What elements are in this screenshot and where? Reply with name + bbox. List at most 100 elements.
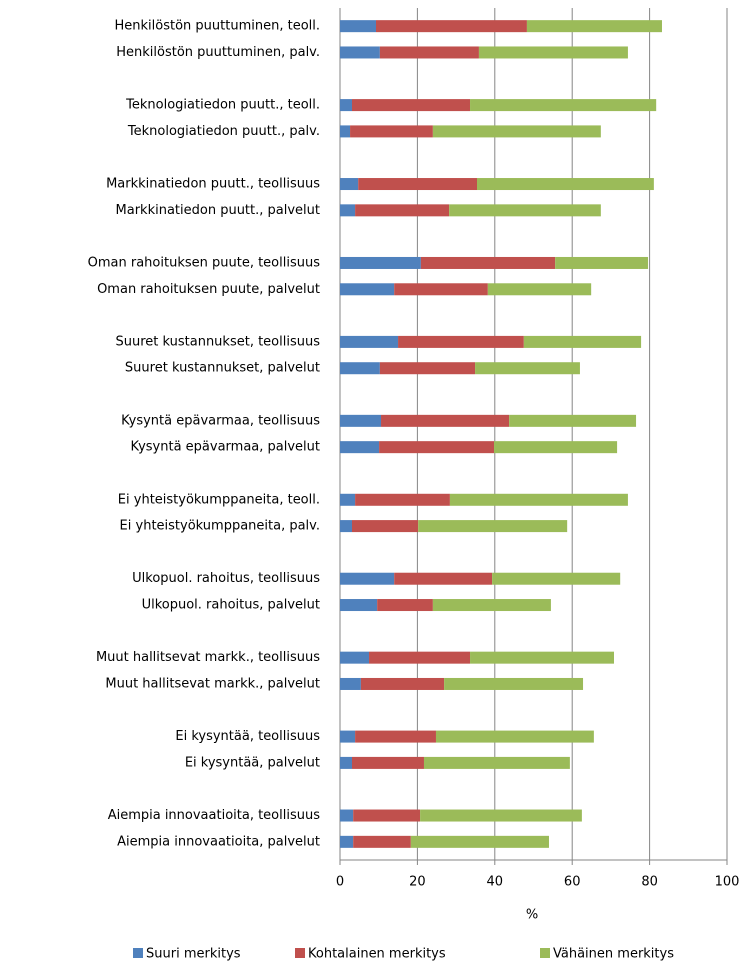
y-tick-label: Kysyntä epävarmaa, teollisuus [121,413,320,428]
legend-swatch [540,948,550,958]
bar-segment [340,441,380,454]
y-tick-label: Suuret kustannukset, teollisuus [115,334,320,349]
bar-segment [398,335,524,348]
y-tick-label: Suuret kustannukset, palvelut [125,361,320,376]
bar-segment [340,414,382,427]
legend-label: Vähäinen merkitys [553,947,674,962]
bar-segment [340,256,421,269]
bar-segment [351,520,419,533]
y-tick-label: Markkinatiedon puutt., palvelut [116,203,320,218]
y-tick-label: Aiempia innovaatioita, teollisuus [108,808,321,823]
legend-swatch [295,948,305,958]
bar-segment [435,730,594,743]
bar-segment [340,125,351,138]
bar-segment [360,677,445,690]
bar-segment [340,283,395,296]
y-tick-label: Henkilöstön puuttuminen, teoll. [115,19,321,34]
y-tick-label: Aiempia innovaatioita, palvelut [117,834,320,849]
bar-segment [340,835,354,848]
bar-segment [355,204,450,217]
bar-segment [470,99,657,112]
bar-segment [340,809,354,822]
y-tick-label: Ei kysyntää, teollisuus [175,729,320,744]
y-tick-label: Ulkopuol. rahoitus, palvelut [142,598,320,613]
x-tick-label: 60 [564,875,581,890]
bar-segment [340,99,352,112]
bar-segment [475,362,580,375]
y-tick-label: Muut hallitsevat markk., teollisuus [96,650,320,665]
y-tick-label: Teknologiatiedon puutt., teoll. [125,98,320,113]
bar-segment [394,572,493,585]
bar-segment [340,730,356,743]
bar-segment [492,572,621,585]
bar-segment [351,99,471,112]
bar-segment [379,46,479,59]
y-tick-label: Oman rahoituksen puute, teollisuus [88,255,321,270]
bar-segment [340,362,380,375]
x-tick-label: 80 [641,875,658,890]
bar-segment [340,651,370,664]
y-tick-label: Ei yhteistyökumppaneita, teoll. [118,492,320,507]
legend-label: Suuri merkitys [146,947,241,962]
bar-segment [526,20,662,33]
bar-segment [410,835,549,848]
bar-segment [394,283,488,296]
bar-segment [355,493,450,506]
bar-segment [487,283,592,296]
x-tick-label: 100 [715,875,740,890]
bar-segment [418,520,568,533]
bar-segment [351,756,424,769]
legend-label: Kohtalainen merkitys [308,947,446,962]
bar-segment [555,256,649,269]
bar-segment [340,204,356,217]
bar-segment [377,599,433,612]
bar-segment [340,520,352,533]
y-tick-label: Henkilöstön puuttuminen, palv. [116,45,320,60]
bar-segment [432,125,601,138]
bar-segment [340,178,359,191]
bar-segment [420,809,582,822]
bar-segment [523,335,642,348]
x-tick-label: 0 [336,875,344,890]
legend-swatch [133,948,143,958]
bar-segment [340,572,395,585]
bar-segment [340,20,376,33]
x-axis-label: % [526,908,538,923]
y-tick-label: Teknologiatiedon puutt., palv. [127,124,320,139]
bar-segment [381,414,510,427]
bar-segment [494,441,618,454]
bar-segment [449,493,628,506]
bar-segment [355,730,436,743]
bar-segment [369,651,471,664]
bar-segment [353,835,411,848]
x-tick-label: 40 [487,875,504,890]
bar-segment [340,335,399,348]
y-tick-label: Ei kysyntää, palvelut [185,755,320,770]
bar-segment [340,46,380,59]
y-tick-label: Kysyntä epävarmaa, palvelut [131,440,321,455]
bar-segment [476,178,654,191]
bar-segment [340,756,352,769]
bar-segment [420,256,556,269]
bar-segment [478,46,628,59]
x-tick-label: 20 [409,875,426,890]
y-tick-label: Ulkopuol. rahoitus, teollisuus [132,571,320,586]
bar-segment [432,599,551,612]
bar-segment [340,599,378,612]
bar-segment [379,362,476,375]
bar-segment [353,809,421,822]
y-tick-label: Muut hallitsevat markk., palvelut [105,676,320,691]
bar-segment [358,178,477,191]
bar-segment [375,20,527,33]
bar-segment [444,677,584,690]
y-tick-label: Ei yhteistyökumppaneita, palv. [120,519,320,534]
bar-segment [350,125,433,138]
bar-segment [340,677,361,690]
bar-segment [379,441,495,454]
bar-segment [509,414,637,427]
y-tick-label: Markkinatiedon puutt., teollisuus [106,177,320,192]
bar-segment [449,204,601,217]
bar-segment [340,493,356,506]
bar-segment [470,651,614,664]
